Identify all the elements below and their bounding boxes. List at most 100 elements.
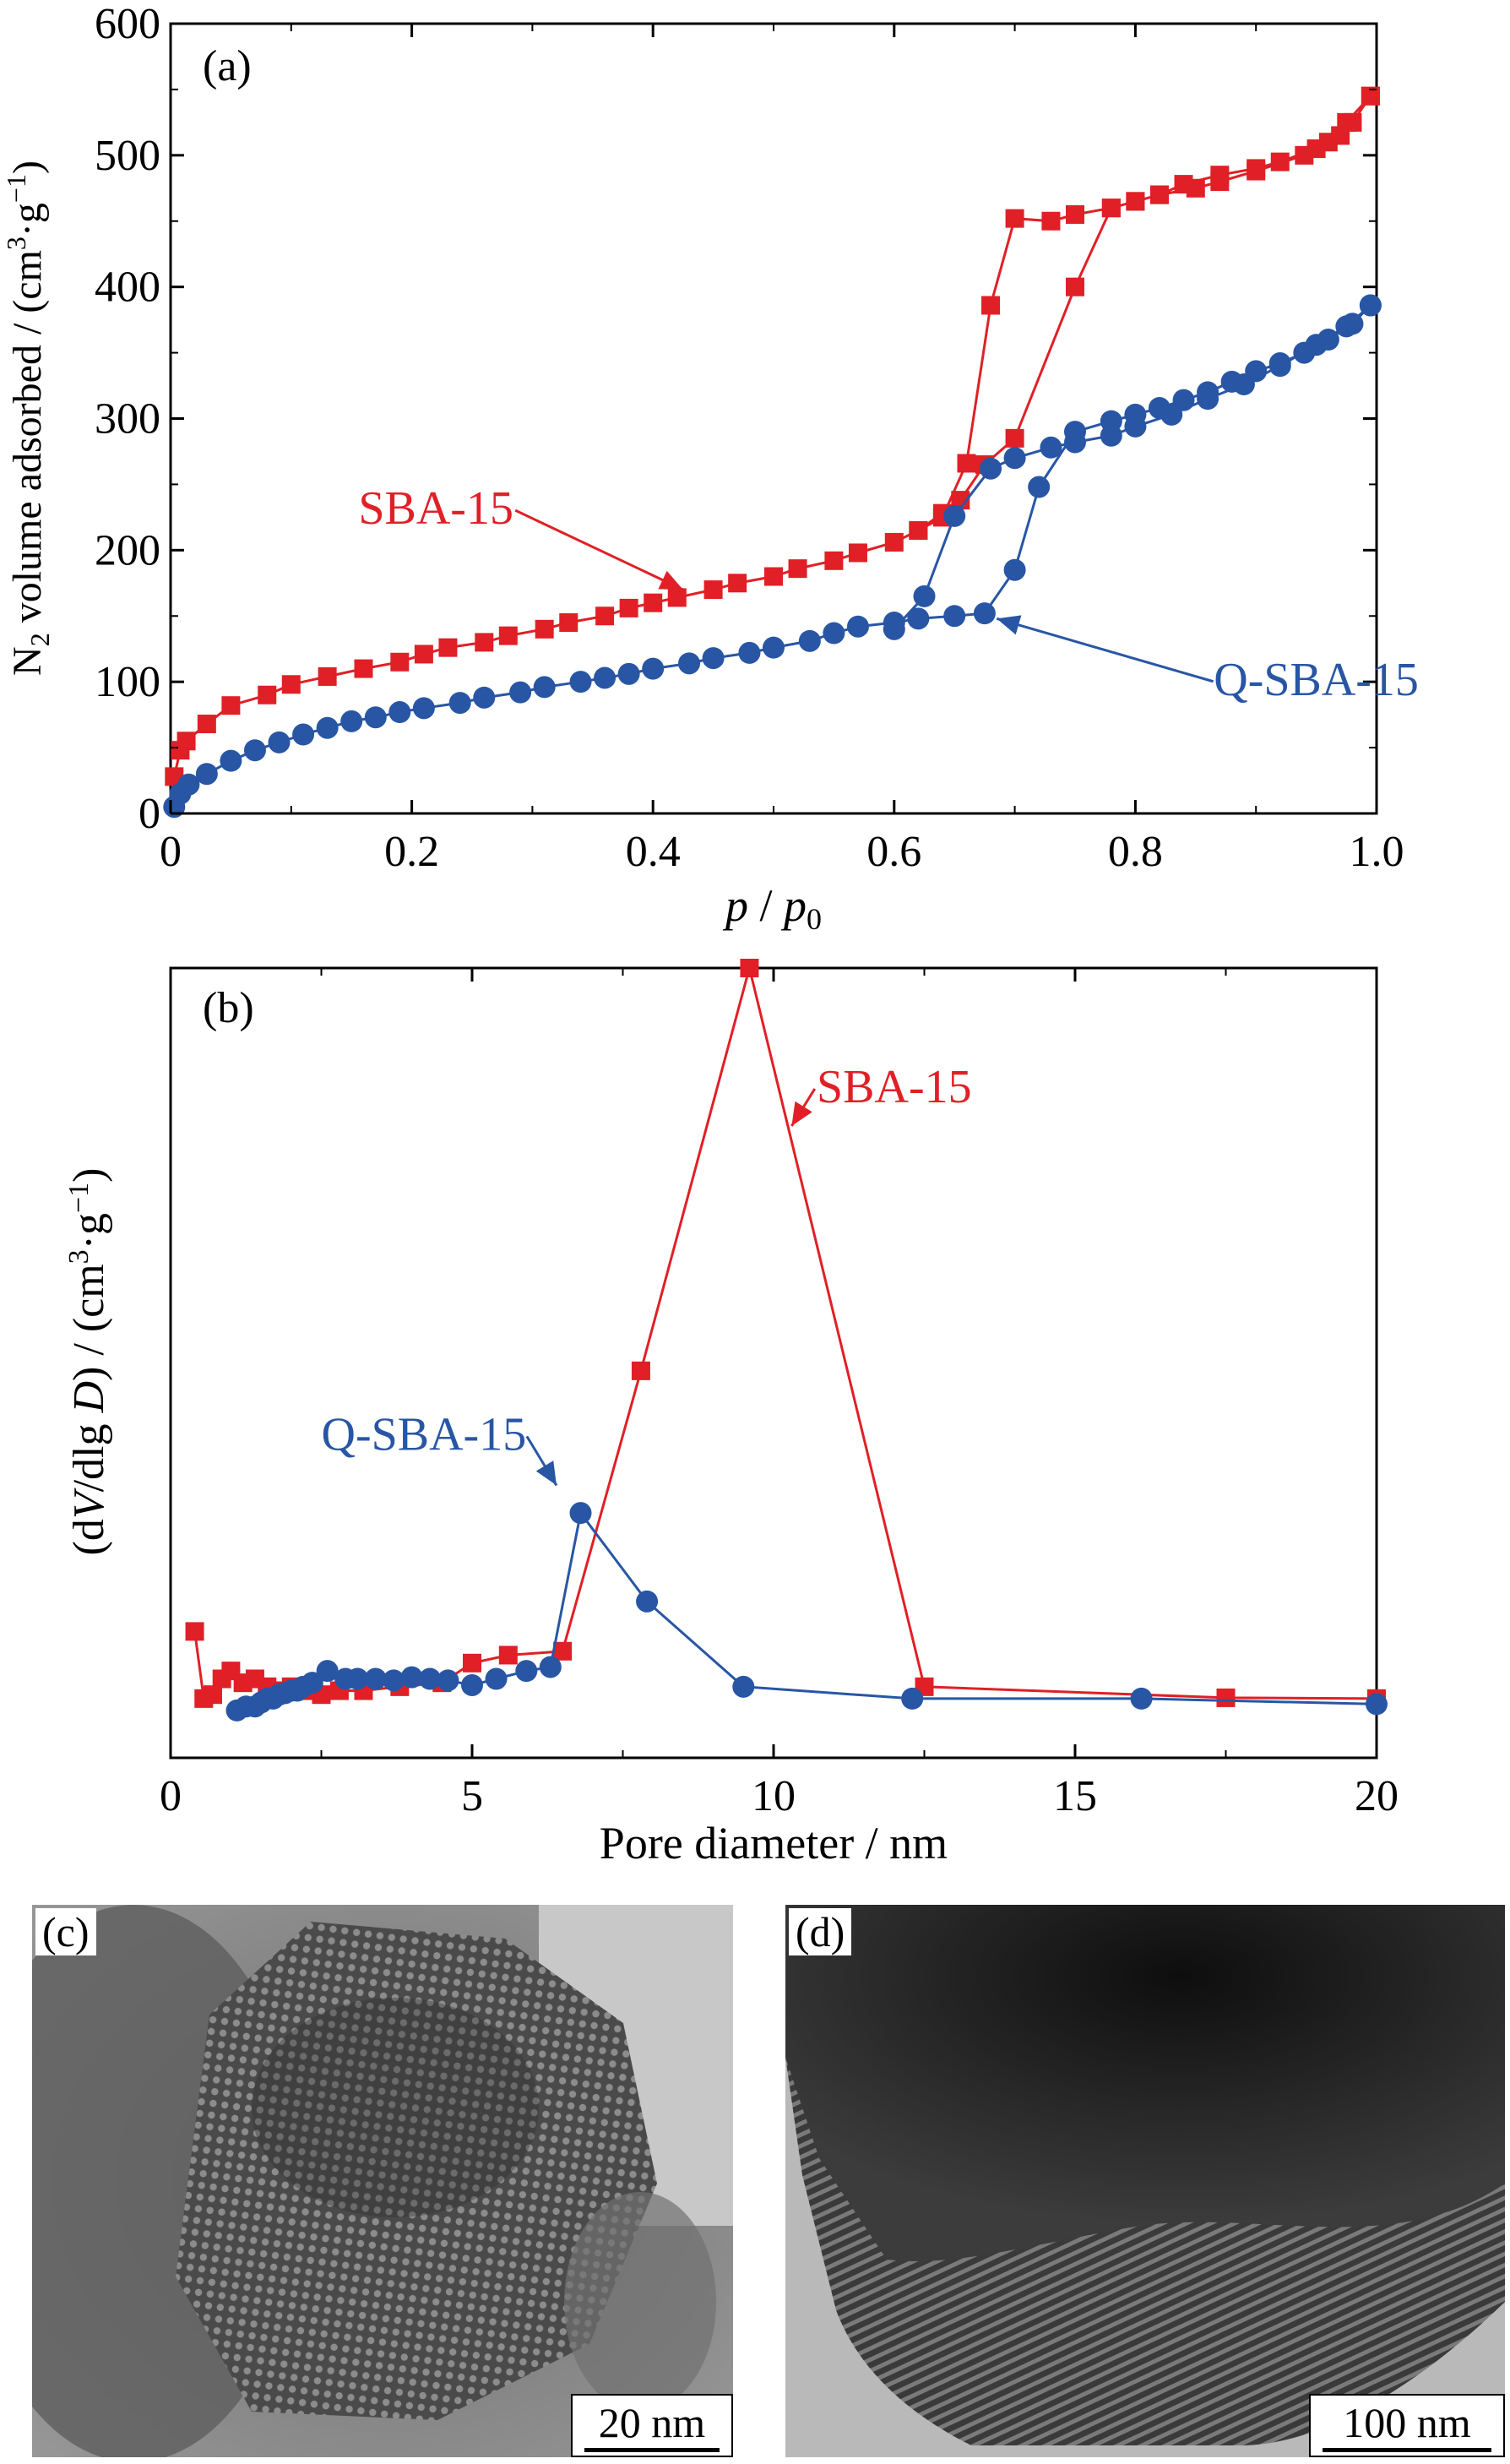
tem-image-d-scale-line — [1323, 2448, 1491, 2452]
data-point-square — [1066, 277, 1084, 296]
chart-b-ylabel: (dV/dlg D) / (cm3·g−1) — [63, 1167, 113, 1555]
tem-image-c-scale-line — [584, 2448, 720, 2452]
tem-image-c-label: (c) — [35, 1908, 96, 1955]
data-point-circle — [980, 457, 1002, 480]
data-point-circle — [1366, 1693, 1388, 1716]
chart-a-annotations: SBA-15 Q-SBA-15 — [358, 482, 1419, 706]
chart-b-ticks: 0 5 10 15 20 — [160, 968, 1399, 1820]
x-tick-label: 0 — [160, 828, 182, 876]
data-point-square — [1270, 152, 1290, 171]
y-tick-label: 400 — [95, 264, 160, 312]
series-annotation-label: SBA-15 — [817, 1061, 972, 1113]
chart-b: 0 5 10 15 20 SBA-15 Q-SBA-15 (b) Pore diamete… — [63, 959, 1399, 1868]
data-point-circle — [1028, 476, 1051, 498]
data-point-square — [619, 598, 638, 617]
series-annotation-label: Q-SBA-15 — [1214, 654, 1419, 706]
y-tick-label: 300 — [95, 395, 160, 443]
x-tick-label: 0.4 — [626, 828, 681, 876]
data-point-square — [185, 1622, 204, 1641]
chart-a-xlabel: p / p0 — [722, 880, 822, 936]
data-point-circle — [943, 504, 966, 527]
data-point-square — [1041, 211, 1061, 231]
series-annotation-label: SBA-15 — [358, 482, 513, 535]
data-point-circle — [1232, 373, 1255, 395]
data-point-square — [535, 619, 554, 639]
data-point-square — [824, 551, 844, 570]
chart-b-series-qsba15 — [225, 1502, 1388, 1722]
data-point-square — [1216, 1688, 1236, 1707]
data-point-circle — [364, 1667, 387, 1690]
data-point-circle — [340, 710, 363, 732]
data-point-circle — [702, 647, 725, 670]
data-point-square — [197, 715, 216, 734]
data-point-circle — [419, 1667, 442, 1690]
chart-b-xlabel: Pore diameter / nm — [600, 1818, 948, 1868]
tem-image-d: (d) 100 nm — [785, 1905, 1505, 2457]
data-point-circle — [316, 1660, 339, 1683]
data-point-circle — [763, 636, 785, 659]
data-point-square — [909, 520, 928, 540]
data-point-square — [414, 645, 433, 664]
x-tick-label: 0.8 — [1108, 828, 1163, 876]
data-point-square — [203, 1685, 222, 1705]
data-point-circle — [195, 763, 218, 786]
data-point-square — [318, 666, 337, 686]
data-point-square — [1361, 86, 1380, 106]
chart-a-frame — [169, 22, 1378, 815]
data-point-circle — [220, 749, 242, 772]
data-point-square — [1005, 209, 1024, 228]
data-point-circle — [1335, 315, 1358, 338]
data-point-square — [957, 454, 976, 473]
data-point-square — [463, 1653, 481, 1673]
data-point-circle — [485, 1667, 508, 1690]
data-point-square — [848, 543, 867, 563]
data-point-circle — [594, 666, 616, 689]
data-point-circle — [533, 676, 556, 699]
data-point-circle — [678, 652, 701, 675]
data-point-circle — [569, 671, 592, 694]
tem-image-d-scalebar: 100 nm — [1309, 2394, 1505, 2457]
x-tick-label: 1.0 — [1350, 828, 1404, 876]
data-point-square — [221, 696, 241, 715]
data-point-circle — [1359, 294, 1382, 317]
data-point-square — [354, 659, 373, 678]
data-point-square — [740, 959, 759, 977]
x-tick-label: 0.2 — [384, 828, 439, 876]
data-point-circle — [1268, 355, 1291, 378]
data-point-circle — [973, 602, 996, 625]
chart-a: 0 0.2 0.4 0.6 0.8 1.0 0 100 200 300 400 500 600 SBA-… — [1, 0, 1419, 936]
chart-a-ylabel: N2 volume adsorbed / (cm3·g−1) — [1, 160, 55, 676]
data-point-square — [667, 588, 687, 607]
data-point-square — [475, 633, 494, 652]
data-point-square — [884, 532, 904, 552]
data-point-circle — [1064, 431, 1086, 454]
data-point-circle — [509, 681, 532, 704]
x-tick-label: 0.6 — [866, 828, 921, 876]
series-annotation-label: Q-SBA-15 — [322, 1408, 527, 1460]
data-point-square — [1247, 161, 1266, 181]
data-point-circle — [412, 697, 435, 720]
data-point-circle — [388, 701, 411, 724]
tem-image-d-label: (d) — [789, 1908, 852, 1955]
y-tick-label: 600 — [95, 0, 160, 48]
data-point-circle — [448, 692, 471, 715]
tem-image-c-picture — [32, 1905, 733, 2457]
x-tick-label: 5 — [461, 1772, 483, 1820]
y-tick-label: 500 — [95, 132, 160, 180]
x-tick-label: 20 — [1355, 1772, 1399, 1820]
chart-b-series-sba15 — [185, 959, 1386, 1708]
data-point-circle — [316, 716, 339, 739]
annotation-arrow — [996, 615, 1214, 683]
data-point-square — [1005, 428, 1024, 448]
data-point-circle — [1040, 436, 1062, 459]
data-point-circle — [1172, 389, 1195, 411]
data-point-circle — [383, 1669, 405, 1692]
data-point-circle — [1305, 334, 1328, 356]
data-point-circle — [738, 641, 761, 664]
data-point-circle — [1124, 415, 1147, 438]
data-point-square — [1295, 145, 1314, 165]
data-point-circle — [642, 657, 665, 680]
data-point-circle — [346, 1667, 369, 1690]
tem-image-c: (c) 20 nm — [32, 1905, 733, 2457]
